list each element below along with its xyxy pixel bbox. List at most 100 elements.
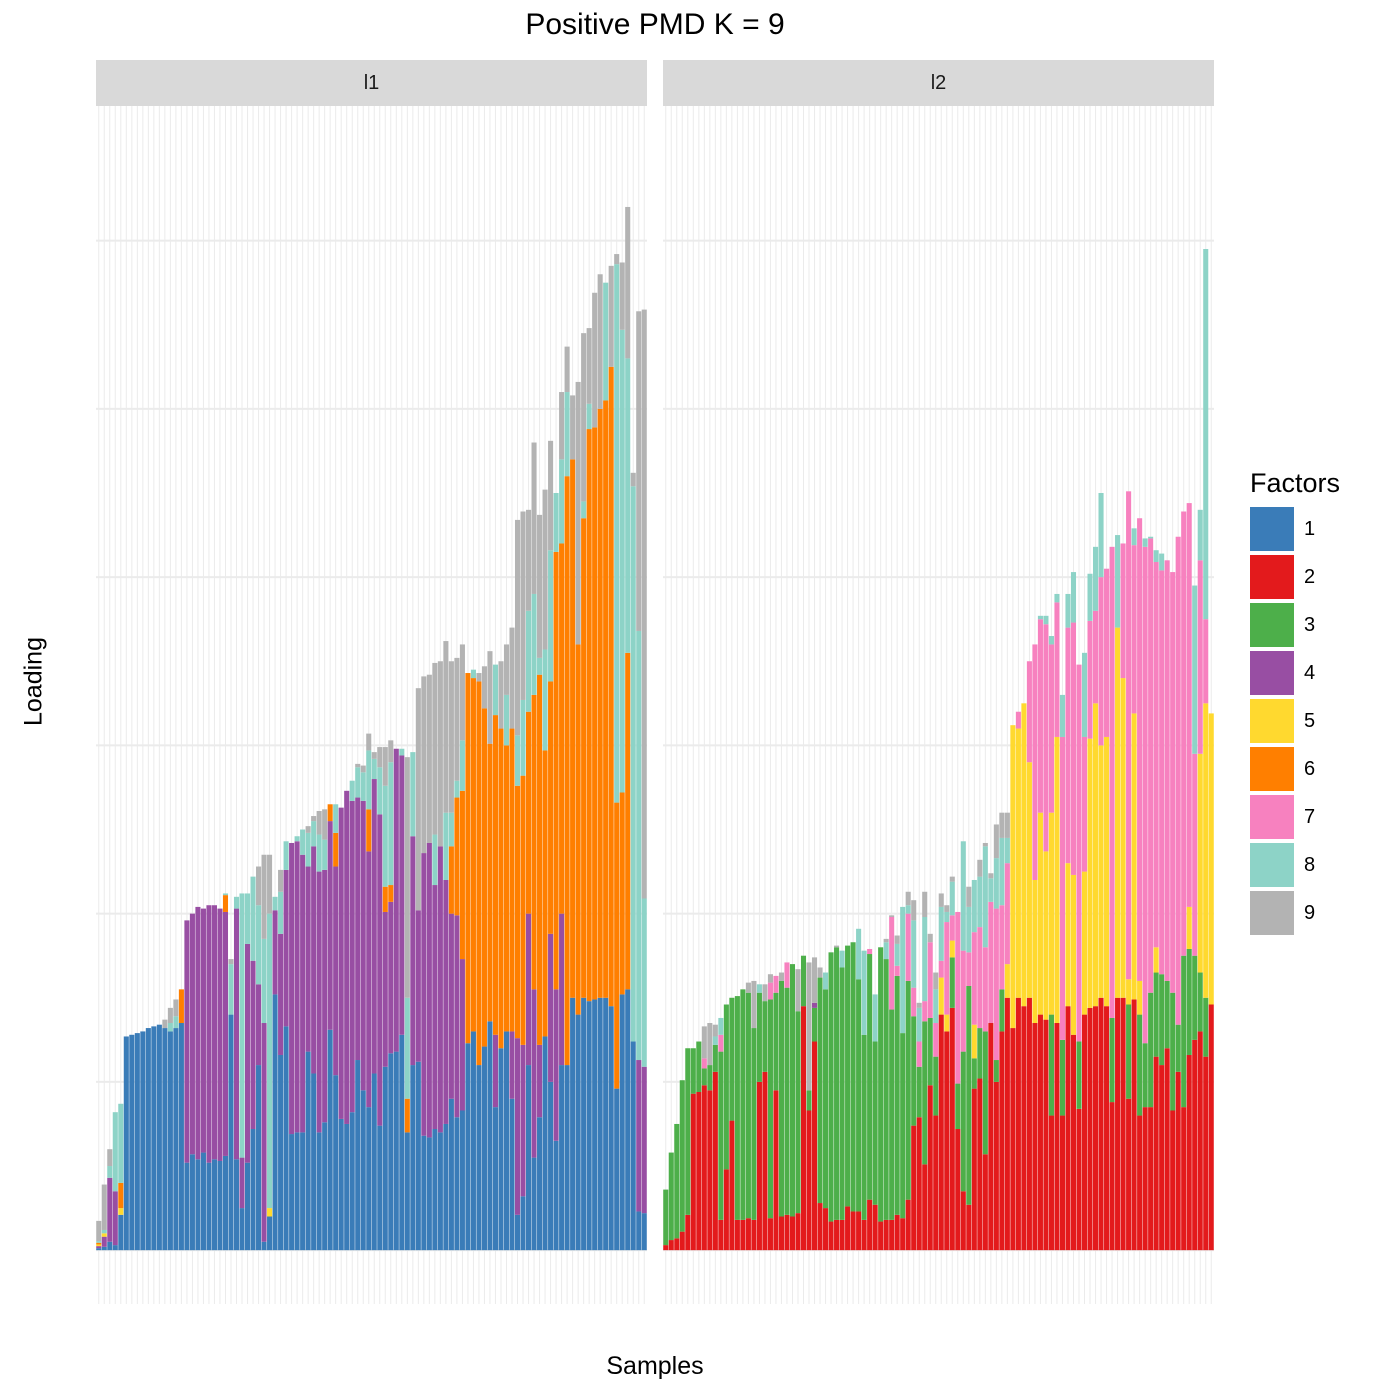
bar-segment-factor-4 [377,814,383,1126]
bar-segment-factor-8 [432,834,438,886]
bar-segment-factor-2 [745,1218,751,1251]
sample-bar [971,879,977,1251]
sample-bar [823,972,829,1251]
bar-segment-factor-4 [509,1031,515,1099]
sample-bar [371,752,377,1251]
bar-segment-factor-9 [575,381,581,645]
plot-svg-l1 [96,106,647,1304]
bar-segment-factor-7 [1070,622,1077,875]
legend-label: 6 [1304,757,1316,780]
bar-segment-factor-8 [1054,593,1060,603]
bar-segment-factor-2 [960,1191,966,1251]
sample-bar [905,891,911,1251]
sample-bar [586,328,592,1251]
bar-segment-factor-7 [1197,560,1203,754]
bar-segment-factor-9 [415,688,421,911]
sample-bar [410,752,416,1251]
legend-item-factor-4: 4 [1250,649,1340,697]
bar-segment-factor-1 [619,994,625,1251]
bar-segment-factor-3 [817,977,823,1204]
bar-segment-factor-3 [663,1189,669,1246]
bar-segment-factor-1 [437,1132,443,1251]
bar-segment-factor-3 [927,1017,933,1086]
sample-bar [944,905,950,1251]
bar-segment-factor-2 [734,1219,740,1251]
bar-segment-factor-3 [789,964,796,1217]
bar-segment-factor-6 [564,476,570,1066]
bar-segment-factor-4 [222,911,229,1156]
bar-segment-factor-2 [712,1071,718,1251]
bar-segment-factor-6 [404,1098,410,1133]
sample-bar [1192,585,1198,1251]
legend-label: 3 [1304,613,1316,636]
bar-segment-factor-2 [988,1023,994,1251]
bar-segment-factor-9 [982,842,988,847]
bar-segment-factor-1 [327,1029,333,1251]
bar-segment-factor-7 [960,950,966,1052]
bar-segment-factor-4 [278,933,284,1055]
bar-segment-factor-6 [553,551,559,990]
sample-bar [597,274,603,1251]
bar-segment-factor-6 [366,809,372,852]
bar-segment-factor-1 [537,1117,543,1251]
sample-bar [762,984,768,1251]
bar-segment-factor-6 [509,728,515,1032]
bar-segment-factor-2 [1186,1054,1192,1251]
bar-segment-factor-1 [294,1132,300,1251]
legend-key-swatch [1250,603,1294,647]
bar-segment-factor-7 [1142,546,1148,1044]
sample-bar [107,1149,113,1251]
bar-segment-factor-1 [200,1152,206,1251]
bar-segment-factor-9 [988,873,994,879]
sample-bar [581,333,587,1251]
sample-bar [327,804,333,1251]
bar-segment-factor-2 [784,1214,790,1251]
bar-segment-factor-2 [1037,1014,1043,1251]
bar-segment-factor-2 [789,1216,796,1251]
bar-segment-factor-2 [878,1221,884,1251]
legend-item-factor-1: 1 [1250,505,1340,553]
sample-bar [707,1023,713,1251]
bar-segment-factor-2 [1065,1006,1071,1251]
sample-bar [311,816,317,1251]
bar-segment-factor-7 [916,1041,922,1067]
bar-segment-factor-2 [872,1204,878,1251]
bar-segment-factor-3 [1126,1004,1132,1099]
bar-segment-factor-4 [454,915,460,1118]
bar-segment-factor-4 [184,920,190,1163]
bar-segment-factor-8 [581,501,587,519]
bar-segment-factor-3 [971,1058,977,1089]
bar-segment-factor-7 [1153,561,1159,948]
bar-segment-factor-3 [1186,948,1192,1055]
bar-segment-factor-1 [145,1028,151,1251]
bar-segment-factor-6 [625,652,631,990]
bar-segment-factor-2 [1043,1019,1049,1251]
sample-bar [96,1220,102,1251]
sample-bar [889,915,895,1251]
bar-segment-factor-7 [867,948,873,955]
sample-bar [1026,661,1032,1251]
bar-segment-factor-8 [1093,546,1099,611]
bar-segment-factor-9 [322,809,328,840]
bar-segment-factor-6 [222,895,229,912]
bar-segment-factor-9 [922,891,928,918]
bar-segment-factor-1 [217,1160,223,1251]
sample-bar [614,254,620,1251]
sample-bar [872,994,878,1251]
bar-segment-factor-7 [1026,661,1032,763]
legend-label: 8 [1304,853,1316,876]
bar-segment-factor-4 [443,879,449,1124]
bar-segment-factor-1 [239,1208,245,1251]
bar-segment-factor-8 [988,878,994,902]
sample-bar [443,641,449,1251]
bar-segment-factor-1 [548,1081,554,1251]
sample-bar [366,733,372,1251]
bar-segment-factor-8 [900,906,906,1034]
sample-bar [349,780,355,1251]
bar-segment-factor-4 [514,1038,521,1215]
bar-segment-factor-2 [762,1071,768,1251]
bar-segment-factor-4 [415,910,421,1062]
sample-bar [1032,644,1038,1251]
bar-segment-factor-7 [1159,570,1165,975]
bar-segment-factor-9 [745,982,751,993]
